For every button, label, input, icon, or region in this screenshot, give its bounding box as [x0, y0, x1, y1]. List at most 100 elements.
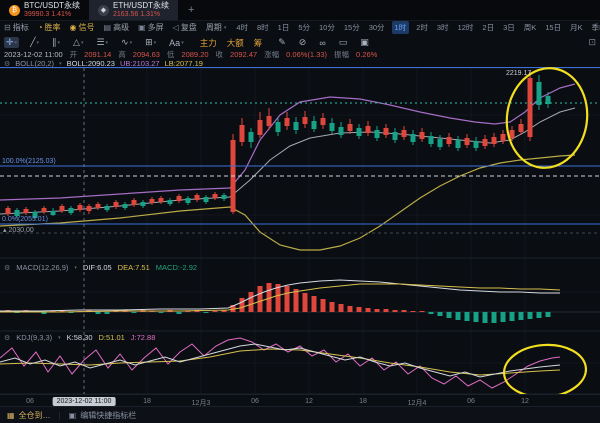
edit-panel-icon: ▣	[68, 410, 77, 420]
position-mode-button[interactable]: ▦ 全仓到…	[7, 410, 51, 421]
advanced-button-label: 高级	[113, 23, 130, 32]
kdj-indicator-row[interactable]: ⚙ KDJ(9,3,3) ▾ K:58.30 D:51.01 J:72.88	[4, 333, 155, 342]
fullscreen-icon[interactable]: ⊡	[588, 37, 596, 47]
parallel-channel-tool[interactable]: ∥ ▾	[50, 37, 62, 48]
period-10分[interactable]: 10分	[319, 23, 335, 32]
chevron-down-icon[interactable]: ▾	[58, 334, 61, 341]
screenshot-tool[interactable]: ▣	[360, 37, 369, 47]
trendline-tool[interactable]: ╱ ▾	[28, 37, 41, 48]
period-12时[interactable]: 12时	[457, 23, 474, 32]
macd-histogram-bar	[419, 311, 425, 312]
wave-tool-icon: ∿	[121, 37, 129, 47]
multi-screen-button[interactable]: ▣ 多屏	[138, 22, 164, 33]
period-月K[interactable]: 月K	[570, 23, 583, 32]
tab-price: 2163.56 1.31%	[113, 11, 169, 19]
candle-body	[401, 130, 407, 137]
gear-icon[interactable]: ⚙	[4, 264, 11, 272]
replay-button[interactable]: ◁ 复盘	[173, 22, 197, 33]
win-rate-button[interactable]: ◔ 胜率	[38, 22, 61, 33]
candle-body	[284, 118, 290, 126]
edit-quick-indicator-bar-button[interactable]: ▣ 编辑快捷指标栏	[69, 410, 137, 421]
period-30分[interactable]: 30分	[368, 23, 385, 32]
boll-indicator-row[interactable]: ⚙ BOLL(20,2) ▾ BOLL:2090.23 UB:2103.27 L…	[0, 59, 600, 68]
period-8时[interactable]: 8时	[257, 23, 269, 32]
period-5分[interactable]: 5分	[298, 23, 311, 32]
macd-histogram-bar	[338, 304, 344, 312]
chevron-down-icon: ▾	[129, 39, 133, 46]
macd-histogram-bar	[221, 310, 227, 312]
candle-body	[518, 124, 524, 132]
macd-indicator-row[interactable]: ⚙ MACD(12,26,9) ▾ DIF:6.05 DEA:7.51 MACD…	[4, 263, 197, 272]
time-tick: 06	[251, 398, 259, 405]
period-4时[interactable]: 4时	[236, 23, 248, 32]
large-orders-button[interactable]: 大额	[226, 37, 244, 48]
fib-retracement-tool[interactable]: ☰ ▾	[94, 37, 110, 48]
price-change: 1.41%	[51, 10, 72, 18]
period-1日[interactable]: 1日	[277, 23, 290, 32]
shape-tool[interactable]: △ ▾	[71, 37, 85, 48]
tab-price: 39990.3 1.41%	[24, 11, 80, 19]
period-3时[interactable]: 3时	[436, 23, 449, 32]
macd-histogram-bar	[527, 312, 533, 319]
text-tool[interactable]: Aa ▾	[167, 37, 186, 48]
time-tick: 12月3	[191, 400, 211, 407]
period-2日[interactable]: 2日	[482, 23, 495, 32]
chevron-down-icon: ▾	[223, 24, 227, 31]
macd-histogram-bar	[347, 306, 353, 312]
macd-histogram-bar	[509, 312, 515, 321]
macd-histogram-bar	[365, 308, 371, 312]
eraser-tool[interactable]: ⊘	[298, 37, 307, 47]
macd-histogram-bar	[392, 310, 398, 312]
magnet-tool[interactable]: ∞	[319, 37, 326, 48]
advanced-button[interactable]: ▤ 高级	[104, 22, 130, 33]
gear-icon[interactable]: ⚙	[4, 60, 11, 68]
period-季K[interactable]: 季K	[591, 23, 600, 32]
main-force-button[interactable]: 主力	[199, 37, 217, 48]
cursor-tool-icon: ✛	[6, 37, 14, 47]
macd-histogram-bar	[311, 296, 317, 312]
chevron-down-icon[interactable]: ▾	[59, 60, 62, 67]
time-tick: 12	[521, 398, 529, 405]
period-1时[interactable]: 1时	[391, 21, 410, 34]
period-15日[interactable]: 15日	[545, 23, 562, 32]
pencil-tool[interactable]: ✎	[278, 37, 286, 47]
indicators-button[interactable]: ⊟ 指标	[4, 22, 29, 33]
candle-body	[383, 128, 389, 135]
candle-body	[455, 140, 461, 148]
candle-body	[50, 211, 56, 215]
grid-tool[interactable]: ⊞ ▾	[143, 37, 158, 48]
period-周K[interactable]: 周K	[523, 23, 537, 32]
macd-histogram-bar	[482, 312, 488, 323]
chips-button[interactable]: 筹	[253, 37, 263, 48]
time-tick: 06	[467, 398, 475, 405]
eth-coin-icon: ◆	[98, 4, 109, 16]
candle-body	[464, 138, 470, 145]
cursor-tool[interactable]: ✛ ▾	[4, 37, 20, 48]
box-select-tool[interactable]: ▭	[338, 37, 348, 47]
period-menu-button[interactable]: 周期 ▾	[206, 22, 227, 33]
add-tab-button[interactable]: +	[188, 4, 195, 16]
candle-body	[95, 204, 101, 208]
wave-tool[interactable]: ∿ ▾	[119, 37, 134, 48]
replay-button-icon: ◁	[172, 23, 179, 32]
tab-ethusdt-perpetual[interactable]: ◆ ETH/USDT永续 2163.56 1.31%	[89, 0, 178, 20]
ohlc-label: 高	[118, 50, 126, 59]
chevron-down-icon: ▾	[14, 39, 18, 46]
gear-icon[interactable]: ⚙	[4, 334, 11, 342]
chevron-down-icon[interactable]: ▾	[74, 264, 77, 271]
period-2时[interactable]: 2时	[416, 23, 428, 32]
tab-btcusdt-perpetual[interactable]: ₿ BTC/USDT永续 39990.3 1.41%	[0, 0, 89, 20]
period-15分[interactable]: 15分	[343, 23, 360, 32]
candle-body	[14, 210, 20, 216]
signals-button[interactable]: ◉ 信号	[70, 22, 95, 33]
time-axis[interactable]: 2023-12-02 11:00 06 18 12月3 06 12 18 12月4 06 12	[0, 394, 600, 408]
candle-body	[302, 117, 308, 124]
time-tick: 12月4	[407, 400, 427, 407]
period-3日[interactable]: 3日	[503, 23, 515, 32]
tab-text: ETH/USDT永续 2163.56 1.31%	[113, 1, 169, 18]
candle-body	[140, 202, 146, 206]
candle-body	[257, 120, 263, 135]
kdj-name: KDJ(9,3,3)	[16, 333, 53, 342]
price-value: 39990.3	[24, 10, 50, 18]
